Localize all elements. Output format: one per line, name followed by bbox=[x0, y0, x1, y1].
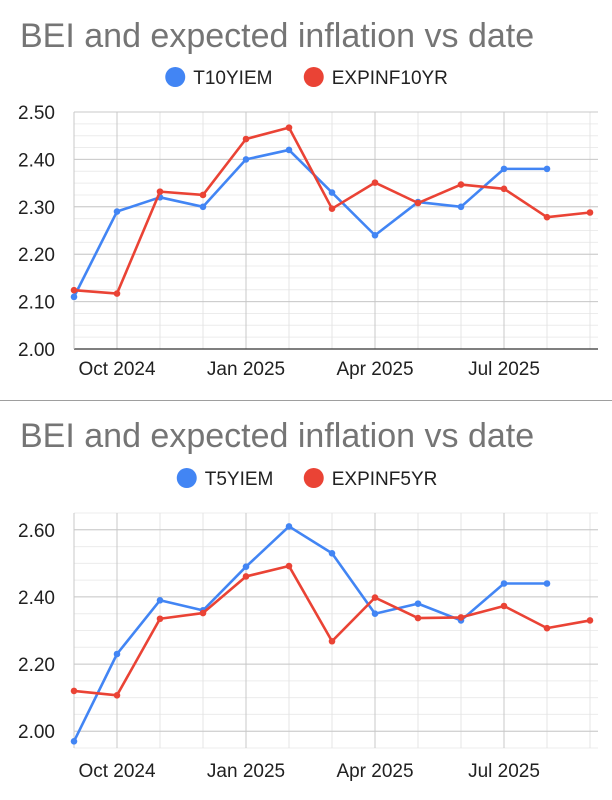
x-tick-label: Oct 2024 bbox=[78, 761, 156, 782]
data-point-expinf5yr bbox=[457, 614, 465, 621]
x-tick-label: Apr 2025 bbox=[336, 359, 413, 380]
y-tick-label: 2.00 bbox=[18, 340, 55, 361]
data-point-t5yiem bbox=[543, 580, 551, 587]
data-point-t10yiem bbox=[199, 203, 207, 211]
data-point-t5yiem bbox=[70, 737, 78, 745]
data-point-expinf10yr bbox=[414, 199, 422, 207]
data-point-t5yiem bbox=[500, 580, 508, 587]
data-point-t5yiem bbox=[414, 600, 422, 607]
data-point-expinf5yr bbox=[371, 594, 379, 601]
data-point-expinf10yr bbox=[70, 286, 78, 294]
data-point-expinf10yr bbox=[457, 181, 465, 188]
data-point-t5yiem bbox=[328, 549, 336, 557]
data-point-t10yiem bbox=[543, 165, 551, 173]
x-tick-label: Jul 2025 bbox=[468, 761, 540, 782]
data-point-t10yiem bbox=[242, 156, 250, 163]
y-tick-label: 2.20 bbox=[18, 655, 55, 676]
series-line-t10yiem bbox=[72, 148, 547, 298]
chart-title: BEI and expected inflation vs date bbox=[20, 17, 534, 55]
y-tick-label: 2.60 bbox=[18, 521, 55, 542]
data-point-expinf10yr bbox=[586, 209, 594, 216]
data-point-expinf5yr bbox=[586, 617, 594, 624]
legend-marker-t5yiem bbox=[176, 468, 197, 488]
chart-panel-10yr: BEI and expected inflation vs date T10YIE… bbox=[18, 17, 598, 380]
data-point-expinf5yr bbox=[242, 573, 250, 580]
legend-marker-expinf10yr bbox=[303, 67, 324, 87]
data-point-t5yiem bbox=[113, 650, 121, 658]
legend-label-expinf5yr: EXPINF5YR bbox=[332, 469, 438, 490]
data-point-expinf10yr bbox=[242, 135, 250, 143]
chart-5yr: BEI and expected inflation vs date T5YIEM… bbox=[18, 417, 598, 782]
data-point-expinf10yr bbox=[113, 290, 121, 297]
chart-panel-5yr: BEI and expected inflation vs date T5YIEM… bbox=[0, 400, 612, 800]
x-tick-label: Apr 2025 bbox=[336, 761, 413, 782]
y-tick-label: 2.40 bbox=[18, 150, 55, 171]
data-point-expinf5yr bbox=[328, 637, 336, 645]
legend-marker-expinf5yr bbox=[303, 468, 324, 488]
data-point-t5yiem bbox=[285, 523, 293, 530]
data-point-t5yiem bbox=[242, 563, 250, 571]
data-point-expinf10yr bbox=[328, 205, 336, 212]
y-tick-label: 2.20 bbox=[18, 245, 55, 266]
legend-label-expinf10yr: EXPINF10YR bbox=[332, 68, 448, 89]
data-point-t10yiem bbox=[457, 203, 465, 211]
data-point-expinf10yr bbox=[500, 185, 508, 193]
data-point-t10yiem bbox=[500, 165, 508, 173]
data-point-expinf5yr bbox=[199, 609, 207, 617]
panel-divider bbox=[0, 400, 612, 401]
y-tick-label: 2.00 bbox=[18, 722, 55, 743]
y-tick-label: 2.40 bbox=[18, 588, 55, 609]
chart-10yr: BEI and expected inflation vs date T10YIE… bbox=[18, 17, 598, 380]
data-point-expinf5yr bbox=[500, 602, 508, 610]
data-point-expinf5yr bbox=[414, 614, 422, 622]
data-point-expinf5yr bbox=[156, 615, 164, 623]
y-tick-label: 2.50 bbox=[18, 103, 55, 124]
legend-label-t5yiem: T5YIEM bbox=[205, 469, 274, 490]
data-point-t5yiem bbox=[371, 610, 379, 618]
x-tick-label: Jan 2025 bbox=[207, 761, 285, 782]
x-tick-label: Oct 2024 bbox=[78, 359, 156, 380]
y-tick-label: 2.10 bbox=[18, 293, 55, 314]
data-point-expinf10yr bbox=[199, 191, 207, 199]
series-line-t5yiem bbox=[72, 525, 547, 742]
data-point-t10yiem bbox=[285, 146, 293, 154]
data-point-expinf10yr bbox=[371, 179, 379, 186]
data-point-expinf10yr bbox=[285, 124, 293, 131]
x-tick-label: Jan 2025 bbox=[207, 359, 285, 380]
legend-label-t10yiem: T10YIEM bbox=[193, 68, 272, 89]
data-point-expinf5yr bbox=[285, 562, 293, 570]
legend-marker-t10yiem bbox=[165, 67, 186, 87]
data-point-expinf5yr bbox=[113, 691, 121, 699]
chart-title: BEI and expected inflation vs date bbox=[20, 417, 534, 455]
data-point-t10yiem bbox=[70, 293, 78, 301]
data-point-t5yiem bbox=[156, 596, 164, 604]
data-point-expinf5yr bbox=[543, 624, 551, 632]
data-point-t10yiem bbox=[371, 231, 379, 239]
data-point-expinf10yr bbox=[156, 188, 164, 195]
data-point-t10yiem bbox=[328, 189, 336, 196]
data-point-t10yiem bbox=[113, 208, 121, 215]
y-tick-label: 2.30 bbox=[18, 198, 55, 219]
data-point-expinf5yr bbox=[70, 687, 78, 695]
data-point-expinf10yr bbox=[543, 213, 551, 221]
x-tick-label: Jul 2025 bbox=[468, 359, 540, 380]
